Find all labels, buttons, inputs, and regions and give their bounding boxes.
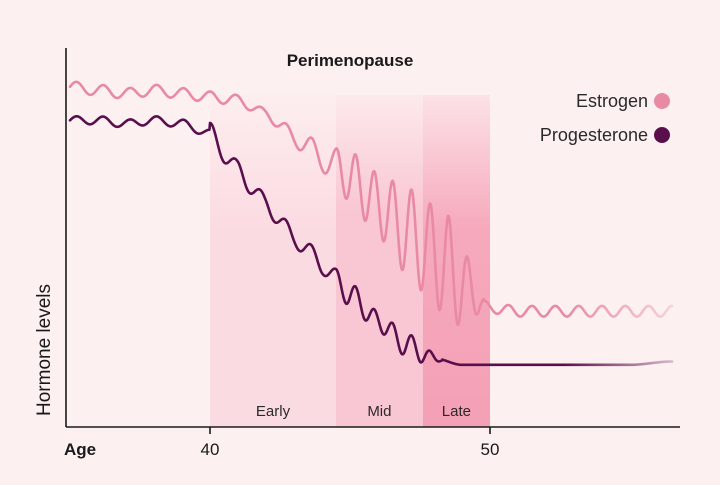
phase-label-early: Early — [256, 403, 291, 420]
phase-label-mid: Mid — [367, 403, 391, 420]
x-tick-label-40: 40 — [201, 440, 220, 459]
axes — [65, 48, 680, 428]
x-ticks: 40 50 — [201, 427, 500, 459]
series-line-progesterone — [68, 114, 674, 367]
legend-swatch-estrogen — [654, 93, 670, 109]
x-tick-label-50: 50 — [481, 440, 500, 459]
legend: Estrogen Progesterone — [540, 91, 670, 145]
x-axis-label: Age — [64, 440, 96, 459]
phase-band-early — [210, 95, 336, 427]
phase-band-mid — [336, 95, 423, 427]
y-axis-label: Hormone levels — [34, 284, 55, 416]
series-lines — [68, 80, 674, 367]
phase-labels: Early Mid Late — [256, 403, 471, 420]
phase-bands — [210, 95, 490, 427]
phase-label-late: Late — [442, 403, 471, 420]
legend-label-progesterone: Progesterone — [540, 125, 648, 145]
chart-title: Perimenopause — [287, 51, 414, 70]
legend-label-estrogen: Estrogen — [576, 91, 648, 111]
legend-swatch-progesterone — [654, 127, 670, 143]
phase-band-late — [422, 95, 490, 427]
series-line-estrogen — [68, 80, 674, 327]
